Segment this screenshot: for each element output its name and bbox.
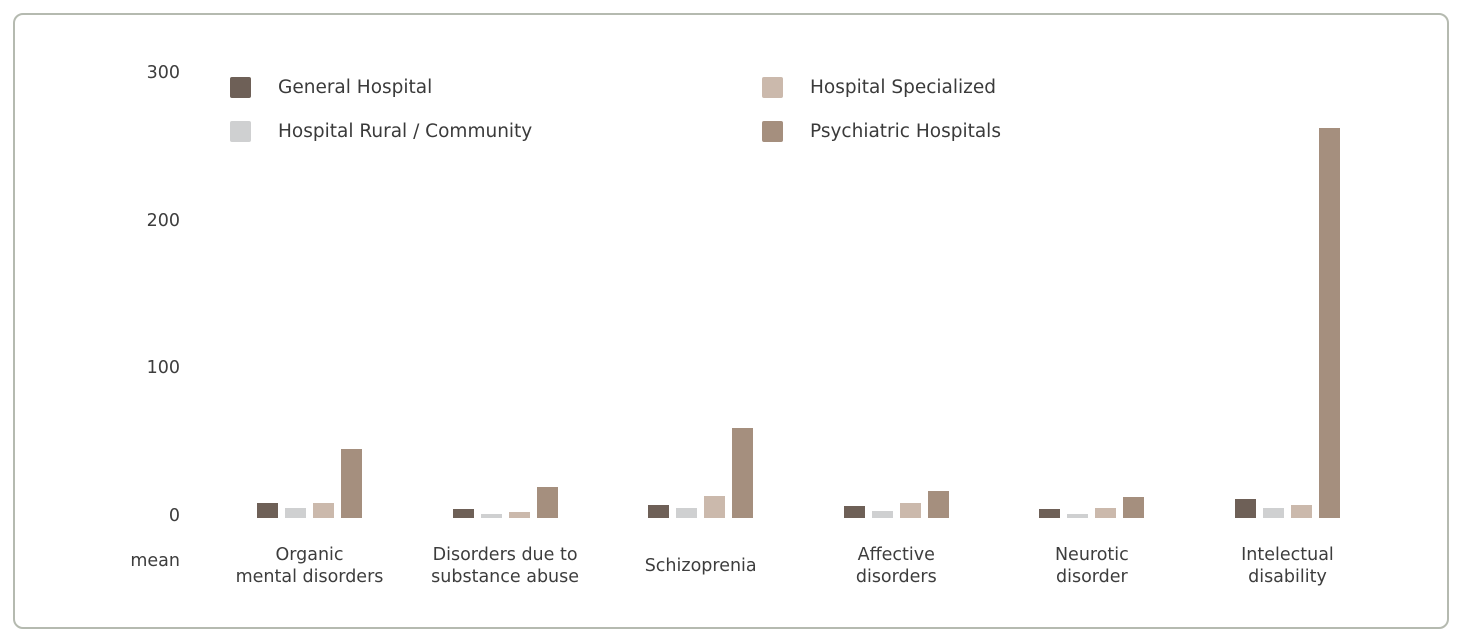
chart-frame: General Hospital Hospital Rural / Communi… <box>13 13 1449 629</box>
legend-item: Hospital Specialized <box>762 77 1001 98</box>
y-tick-label: 100 <box>146 358 180 379</box>
legend-swatch-icon <box>762 77 783 98</box>
category-label: Intelectual disability <box>1241 544 1334 587</box>
bar-general-hospital <box>648 504 670 518</box>
category-label: Neurotic disorder <box>1054 544 1129 587</box>
bar-general-hospital <box>452 509 474 518</box>
y-tick-label: 200 <box>146 210 180 231</box>
legend-label: General Hospital <box>278 77 433 98</box>
legend-item: Hospital Rural / Community <box>230 121 762 142</box>
bar-psychiatric-hospitals <box>1123 497 1145 518</box>
bar-group: Organic mental disorders <box>236 448 383 587</box>
legend: General Hospital Hospital Rural / Communi… <box>230 77 1001 142</box>
bar-group: Neurotic disorder <box>1039 497 1145 587</box>
bar-group: Disorders due to substance abuse <box>431 487 579 587</box>
legend-swatch-icon <box>230 121 251 142</box>
bar-group: Schizoprenia <box>645 427 757 576</box>
y-tick-label: 300 <box>146 63 180 83</box>
bar-hospital-specialized <box>1095 507 1117 518</box>
bar-hospital-specialized <box>1290 504 1312 518</box>
legend-item: General Hospital <box>230 77 762 98</box>
category-label: Disorders due to substance abuse <box>431 544 580 587</box>
bar-hospital-specialized <box>704 495 726 518</box>
bar-group: Intelectual disability <box>1234 128 1340 587</box>
y-axis: 0 100 200 300 <box>110 63 180 526</box>
legend-swatch-icon <box>762 121 783 142</box>
legend-label: Hospital Specialized <box>810 77 996 98</box>
bar-psychiatric-hospitals <box>1318 128 1340 518</box>
bar-group: Affective disorders <box>843 491 949 587</box>
bar-psychiatric-hospitals <box>341 448 362 518</box>
bar-psychiatric-hospitals <box>536 487 558 518</box>
legend-item: Psychiatric Hospitals <box>762 121 1001 142</box>
category-label: Schizoprenia <box>644 555 757 576</box>
bar-hospital-rural-community <box>676 507 698 518</box>
y-tick-label: 0 <box>168 506 180 526</box>
bar-general-hospital <box>1234 498 1256 518</box>
category-label: Affective disorders <box>855 544 937 587</box>
bar-hospital-specialized <box>508 512 530 518</box>
y-axis-title: mean <box>130 551 180 571</box>
bar-hospital-specialized <box>313 503 334 518</box>
category-label: Organic mental disorders <box>235 544 384 587</box>
legend-label: Psychiatric Hospitals <box>810 121 1001 142</box>
bar-hospital-specialized <box>899 503 921 518</box>
plot-area: Organic mental disorders Disorders due to… <box>210 75 1395 587</box>
bar-psychiatric-hospitals <box>927 491 949 518</box>
bar-hospital-rural-community <box>871 510 893 518</box>
bar-psychiatric-hospitals <box>732 427 754 518</box>
bar-general-hospital <box>843 506 865 518</box>
legend-swatch-icon <box>230 77 251 98</box>
legend-label: Hospital Rural / Community <box>278 121 533 142</box>
bar-general-hospital <box>1039 509 1061 518</box>
bar-hospital-rural-community <box>1262 507 1284 518</box>
bar-general-hospital <box>257 503 278 518</box>
bar-hospital-rural-community <box>480 513 502 518</box>
bar-hospital-rural-community <box>285 507 306 518</box>
bar-hospital-rural-community <box>1067 513 1089 518</box>
